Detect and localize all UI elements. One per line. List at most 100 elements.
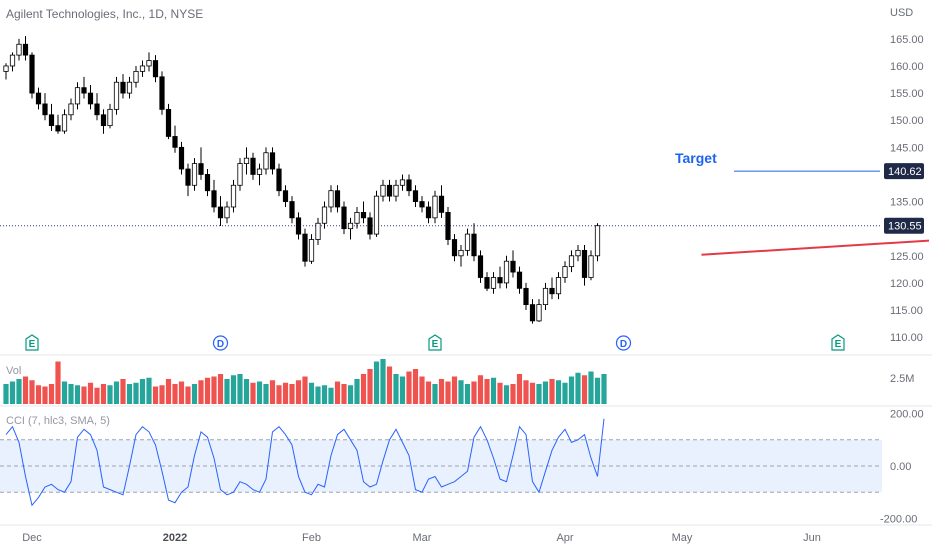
volume-bar [230, 375, 237, 404]
volume-bar [263, 384, 269, 404]
candlestick-series [3, 36, 601, 324]
target-price-badge-label: 140.62 [888, 166, 922, 178]
candle-body [61, 114, 68, 132]
volume-bar [120, 379, 126, 404]
volume-bar [393, 374, 399, 404]
price-tick-label: 115.00 [890, 305, 923, 317]
volume-bar [451, 376, 458, 404]
candle-body [529, 304, 536, 322]
cci-line [5, 418, 605, 507]
neckline-trendline[interactable] [701, 239, 930, 256]
volume-bar [133, 382, 139, 404]
volume-bar [289, 384, 295, 404]
candle-body [250, 157, 256, 175]
dividend-marker-shape [615, 335, 632, 351]
candle-body [172, 136, 178, 148]
event-markers[interactable]: EDEDEDE [25, 334, 932, 351]
candle-body [581, 249, 588, 278]
candle-body [406, 179, 412, 192]
time-tick-label: 2022 [163, 532, 187, 544]
volume-bar [458, 380, 464, 404]
candle-body [471, 233, 477, 257]
price-tick-label: 165.00 [890, 34, 924, 46]
volume-bar [113, 381, 120, 404]
candle-body [146, 60, 152, 67]
volume-bar [61, 381, 68, 404]
volume-bar [9, 381, 16, 404]
volume-bar [328, 387, 334, 404]
volume-bar [536, 384, 542, 404]
volume-bar [185, 386, 191, 404]
volume-bar [412, 369, 419, 404]
volume-bar [94, 387, 100, 404]
candle-body [412, 190, 419, 202]
cci-tick-label: 200.00 [890, 409, 924, 421]
earnings-marker-shape [831, 334, 845, 351]
volume-bar [516, 374, 523, 404]
candle-body [328, 190, 334, 208]
volume-bar [321, 385, 328, 404]
volume-bar [581, 375, 588, 404]
volume-bar [191, 384, 198, 404]
price-tick-label: 120.00 [890, 278, 924, 290]
price-tick-label: 145.00 [890, 142, 924, 154]
dividend-marker[interactable]: D [212, 335, 229, 351]
candle-body [445, 212, 451, 240]
volume-bar [74, 385, 81, 404]
candle-body [3, 65, 9, 72]
candle-body [594, 225, 601, 257]
candle-body [360, 212, 367, 219]
price-tick-label: 135.00 [890, 197, 924, 209]
volume-bar [354, 379, 360, 404]
volume-bar [16, 379, 22, 404]
volume-label: Vol [6, 365, 21, 377]
volume-bar [464, 384, 471, 404]
volume-bar [42, 386, 48, 404]
candle-body [165, 108, 172, 137]
candle-body [211, 190, 217, 208]
candle-body [204, 174, 211, 192]
volume-bar [386, 366, 393, 404]
earnings-marker[interactable]: E [25, 334, 39, 351]
volume-bar [107, 385, 113, 404]
candle-body [126, 81, 133, 94]
volume-bar [425, 381, 432, 404]
volume-bar [269, 380, 276, 404]
volume-bar [549, 379, 555, 404]
volume-bar [55, 361, 61, 404]
candle-body [490, 277, 497, 289]
volume-bar [159, 385, 165, 404]
volume-bar [3, 384, 9, 404]
volume-bar [575, 372, 581, 404]
volume-bar [484, 379, 490, 404]
volume-bar [302, 376, 308, 404]
price-tick-label: 150.00 [890, 115, 924, 127]
earnings-marker[interactable]: E [428, 334, 442, 351]
volume-bar [250, 382, 256, 404]
volume-bar [367, 369, 373, 404]
volume-bar [224, 379, 230, 404]
earnings-marker[interactable]: E [831, 334, 845, 351]
candle-body [42, 103, 48, 116]
time-tick-label: Mar [413, 532, 432, 544]
candle-body [243, 157, 250, 164]
volume-bar [503, 385, 510, 404]
candle-body [269, 152, 276, 170]
candle-body [536, 304, 542, 322]
candle-body [334, 190, 341, 208]
time-tick-label: Jun [803, 532, 821, 544]
candle-body [451, 239, 458, 257]
candle-body [432, 195, 438, 219]
event-marker-letter: E [432, 339, 439, 350]
volume-bar [555, 380, 562, 404]
cci-tick-label: -200.00 [880, 513, 917, 525]
event-marker-letter: E [29, 339, 36, 350]
volume-bar [81, 386, 87, 404]
last-price-badge-label: 130.55 [888, 221, 922, 233]
volume-bar [471, 381, 477, 404]
volume-bar [211, 376, 217, 404]
candle-body [100, 114, 107, 127]
dividend-marker[interactable]: D [615, 335, 632, 351]
candle-body [74, 87, 81, 105]
